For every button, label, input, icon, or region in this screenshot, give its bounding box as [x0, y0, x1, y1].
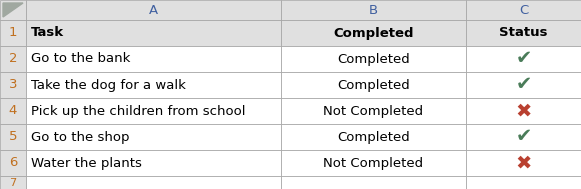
- Bar: [0, 20, 26, 46]
- Text: ✖: ✖: [515, 101, 532, 121]
- Text: Not Completed: Not Completed: [324, 156, 424, 170]
- Text: B: B: [369, 4, 378, 16]
- Text: Completed: Completed: [337, 53, 410, 66]
- Text: ✔: ✔: [515, 128, 532, 146]
- Text: 5: 5: [9, 130, 17, 143]
- Text: Completed: Completed: [333, 26, 414, 40]
- Text: C: C: [519, 4, 528, 16]
- Bar: [0, 124, 26, 150]
- Bar: [0, 0, 26, 20]
- Text: Not Completed: Not Completed: [324, 105, 424, 118]
- Bar: [466, 72, 581, 98]
- Text: Completed: Completed: [337, 78, 410, 91]
- Bar: [466, 176, 581, 189]
- Bar: [26, 46, 281, 72]
- Text: 7: 7: [9, 177, 17, 187]
- Bar: [0, 150, 26, 176]
- Bar: [466, 0, 581, 20]
- Text: 6: 6: [9, 156, 17, 170]
- Polygon shape: [3, 3, 23, 17]
- Bar: [466, 124, 581, 150]
- Text: Pick up the children from school: Pick up the children from school: [31, 105, 246, 118]
- Bar: [281, 46, 466, 72]
- Text: 4: 4: [9, 105, 17, 118]
- Text: ✔: ✔: [515, 50, 532, 68]
- Text: Task: Task: [31, 26, 64, 40]
- Bar: [281, 150, 466, 176]
- Text: Status: Status: [499, 26, 548, 40]
- Bar: [26, 72, 281, 98]
- Bar: [0, 176, 26, 189]
- Bar: [466, 98, 581, 124]
- Text: Water the plants: Water the plants: [31, 156, 142, 170]
- Bar: [0, 46, 26, 72]
- Bar: [281, 0, 466, 20]
- Text: ✔: ✔: [515, 75, 532, 94]
- Text: ✖: ✖: [515, 153, 532, 173]
- Bar: [26, 124, 281, 150]
- Bar: [281, 176, 466, 189]
- Bar: [466, 46, 581, 72]
- Bar: [281, 98, 466, 124]
- Text: 2: 2: [9, 53, 17, 66]
- Text: Go to the bank: Go to the bank: [31, 53, 130, 66]
- Bar: [0, 72, 26, 98]
- Text: 3: 3: [9, 78, 17, 91]
- Bar: [26, 176, 281, 189]
- Bar: [281, 124, 466, 150]
- Bar: [466, 150, 581, 176]
- Bar: [26, 20, 281, 46]
- Text: Completed: Completed: [337, 130, 410, 143]
- Text: A: A: [149, 4, 158, 16]
- Text: Go to the shop: Go to the shop: [31, 130, 130, 143]
- Bar: [281, 72, 466, 98]
- Bar: [466, 20, 581, 46]
- Bar: [26, 150, 281, 176]
- Bar: [26, 98, 281, 124]
- Text: Take the dog for a walk: Take the dog for a walk: [31, 78, 186, 91]
- Bar: [26, 0, 281, 20]
- Bar: [281, 20, 466, 46]
- Bar: [0, 98, 26, 124]
- Text: 1: 1: [9, 26, 17, 40]
